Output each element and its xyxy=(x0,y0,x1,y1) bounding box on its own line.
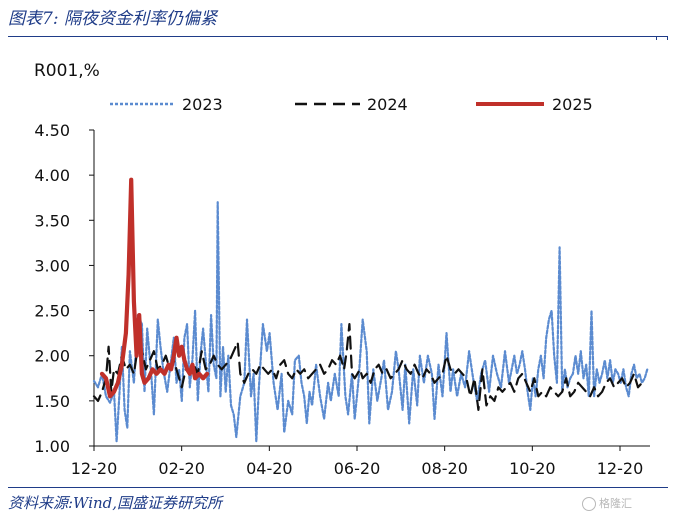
x-tick-label: 10-20 xyxy=(509,459,556,478)
series-line-2024 xyxy=(92,323,644,411)
legend-label-2024: 2024 xyxy=(367,95,408,114)
figure-title: 图表7: 隔夜资金利率仍偏紧 xyxy=(8,9,217,29)
bottom-rule xyxy=(8,487,668,488)
y-tick-label: 2.00 xyxy=(34,347,70,366)
top-rule xyxy=(8,36,668,37)
y-tick-label: 2.50 xyxy=(34,302,70,321)
y-tick-label: 4.00 xyxy=(34,166,70,185)
legend-label-2025: 2025 xyxy=(552,95,593,114)
x-tick-label: 08-20 xyxy=(421,459,468,478)
top-rule-end-mark xyxy=(656,36,668,40)
y-axis-ticks: 4.50 4.00 3.50 3.00 2.50 2.00 1.50 1.00 xyxy=(34,121,94,456)
x-tick-label: 02-20 xyxy=(158,459,205,478)
y-tick-label: 1.50 xyxy=(34,392,70,411)
y-tick-label: 3.00 xyxy=(34,256,70,275)
x-tick-label: 12-20 xyxy=(597,459,644,478)
watermark-text: 格隆汇 xyxy=(599,497,632,510)
source-note: 资料来源:Wind,国盛证券研究所 xyxy=(8,494,223,512)
series-line-2023 xyxy=(92,201,649,443)
y-tick-label: 4.50 xyxy=(34,121,70,140)
x-tick-label: 06-20 xyxy=(334,459,381,478)
series-line-2025 xyxy=(99,177,210,399)
y-tick-label: 1.00 xyxy=(34,437,70,456)
x-axis-ticks: 12-20 02-20 04-20 06-20 08-20 10-20 12-20 xyxy=(71,446,644,478)
watermark-logo-icon xyxy=(582,497,596,511)
chart-svg: R001,% 2023 2024 2025 4.50 4.00 3.50 3.00 2.… xyxy=(34,61,650,478)
legend: 2023 2024 2025 xyxy=(110,95,593,114)
y-axis-unit-label: R001,% xyxy=(34,61,100,81)
x-tick-label: 04-20 xyxy=(246,459,293,478)
series-layer xyxy=(92,177,649,443)
x-tick-label: 12-20 xyxy=(71,459,118,478)
legend-label-2023: 2023 xyxy=(182,95,223,114)
y-tick-label: 3.50 xyxy=(34,211,70,230)
watermark: 格隆汇 xyxy=(582,495,632,511)
